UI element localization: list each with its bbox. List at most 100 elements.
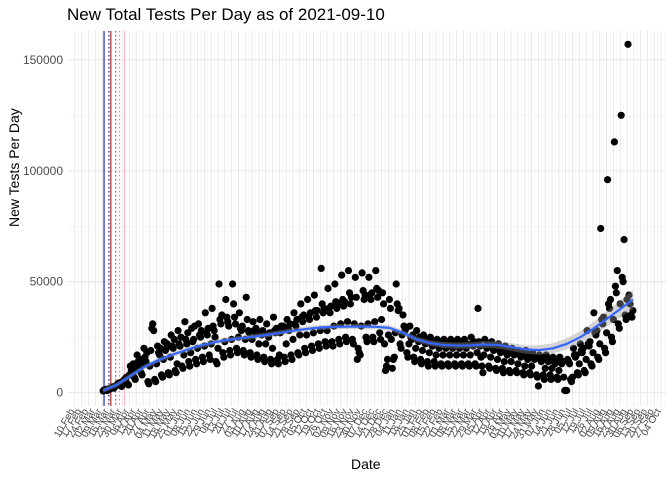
data-point — [315, 344, 323, 352]
data-point — [500, 358, 508, 366]
y-tick-label: 0 — [56, 386, 63, 400]
data-point — [380, 300, 388, 308]
data-point — [193, 360, 201, 368]
data-point — [603, 329, 611, 337]
data-point — [324, 284, 332, 292]
data-point — [302, 349, 310, 357]
data-point — [145, 380, 153, 388]
data-point — [439, 351, 447, 359]
data-point — [288, 355, 296, 363]
data-point — [261, 358, 269, 366]
data-point — [589, 349, 597, 357]
data-point — [514, 360, 522, 368]
data-point — [233, 349, 242, 357]
data-point — [289, 335, 297, 343]
x-axis-title: Date — [351, 456, 381, 472]
data-point — [308, 346, 317, 355]
data-point — [150, 327, 158, 335]
data-point — [555, 366, 563, 375]
data-point — [238, 322, 246, 330]
data-point — [390, 353, 398, 361]
data-point — [506, 369, 514, 377]
data-point — [438, 362, 446, 370]
data-point — [334, 300, 342, 308]
data-point — [295, 351, 303, 359]
data-point — [227, 351, 235, 359]
data-point — [186, 362, 194, 370]
data-point — [255, 340, 263, 348]
data-point — [230, 313, 239, 321]
data-point — [346, 300, 354, 308]
data-point — [411, 358, 419, 366]
data-point — [358, 269, 366, 277]
smooth-curve — [102, 290, 634, 393]
data-point — [379, 289, 387, 297]
data-point — [418, 346, 427, 355]
data-point — [220, 353, 228, 361]
data-point — [303, 331, 311, 339]
data-point — [370, 338, 378, 346]
data-point — [386, 304, 394, 312]
data-point — [131, 375, 139, 383]
data-point — [240, 351, 248, 359]
data-point — [317, 264, 325, 272]
data-point — [404, 353, 412, 361]
data-point — [327, 302, 335, 310]
smooth-line — [102, 298, 634, 392]
data-point — [281, 358, 289, 366]
data-point — [387, 335, 395, 343]
data-point — [617, 111, 625, 119]
data-point — [582, 355, 590, 363]
data-point — [554, 375, 562, 383]
data-point — [268, 344, 277, 352]
data-point — [254, 355, 262, 363]
data-point — [190, 335, 198, 343]
data-point — [158, 373, 167, 381]
data-point — [596, 340, 604, 348]
data-point — [322, 342, 330, 350]
data-point — [256, 315, 264, 324]
data-point — [610, 138, 619, 146]
data-point — [616, 300, 624, 308]
data-point — [181, 318, 189, 326]
data-point — [606, 295, 615, 304]
data-point — [296, 331, 304, 339]
data-point — [206, 355, 214, 363]
data-point — [215, 280, 223, 288]
data-point — [312, 313, 320, 321]
data-point — [304, 295, 312, 304]
data-point — [383, 355, 392, 363]
data-point — [622, 315, 630, 324]
data-point — [521, 362, 529, 370]
data-point — [242, 293, 250, 301]
data-point — [380, 340, 389, 348]
data-point — [208, 304, 216, 312]
data-point — [566, 360, 574, 368]
chart-title: New Total Tests Per Day as of 2021-09-10 — [67, 5, 385, 24]
data-point — [368, 289, 376, 297]
data-point — [608, 338, 617, 346]
data-point — [547, 375, 555, 383]
data-point — [342, 338, 351, 346]
data-point — [249, 318, 257, 326]
data-point — [397, 344, 405, 352]
data-point — [533, 373, 542, 381]
data-point — [201, 309, 209, 317]
data-point — [413, 327, 421, 335]
data-point — [574, 371, 582, 379]
data-point — [417, 360, 426, 368]
data-point — [625, 291, 633, 299]
data-point — [179, 364, 187, 372]
data-point — [595, 355, 603, 363]
data-point — [619, 278, 627, 286]
data-point — [323, 327, 331, 335]
y-tick-label: 100000 — [23, 164, 63, 178]
data-point — [309, 329, 317, 337]
data-point — [211, 333, 219, 341]
data-point — [180, 351, 188, 359]
data-point — [588, 362, 596, 370]
data-point — [229, 280, 237, 288]
data-point — [176, 342, 184, 350]
data-point — [629, 307, 637, 315]
smooth-confidence-band — [103, 290, 633, 393]
